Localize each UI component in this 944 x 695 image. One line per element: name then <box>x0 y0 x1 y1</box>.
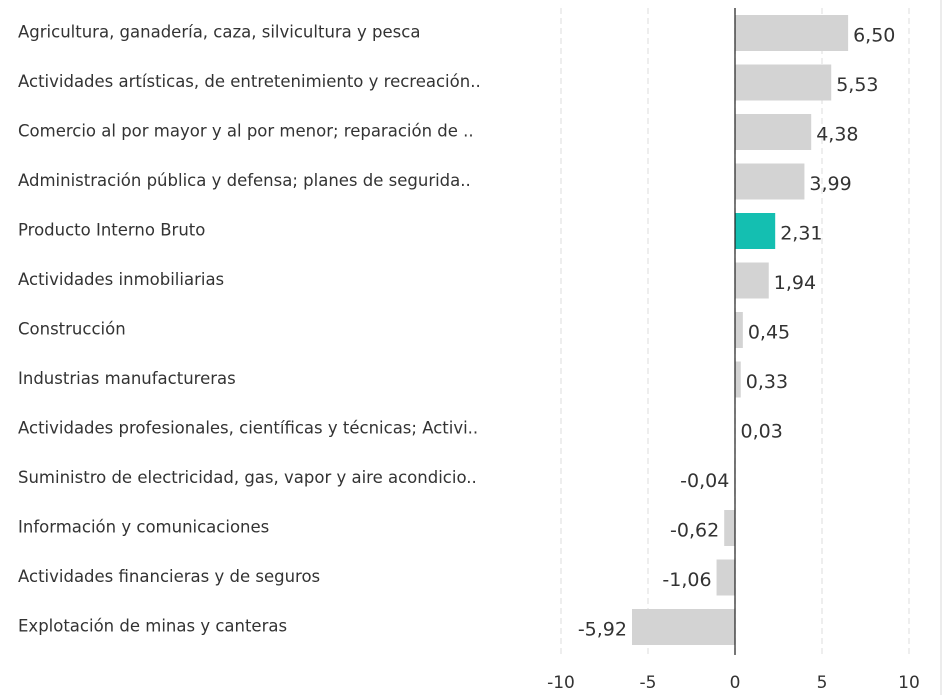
category-label: Suministro de electricidad, gas, vapor y… <box>18 468 477 487</box>
value-label: 0,03 <box>741 421 783 443</box>
x-tick-label: -5 <box>640 673 657 693</box>
bar <box>735 262 769 299</box>
bar <box>724 510 735 546</box>
category-label: Administración pública y defensa; planes… <box>18 171 471 190</box>
value-label: -1,06 <box>662 569 711 591</box>
bar <box>735 163 805 200</box>
bar <box>735 15 849 51</box>
bar <box>735 312 743 348</box>
category-label: Actividades artísticas, de entretenimien… <box>18 72 481 91</box>
bar <box>631 609 735 645</box>
value-label: 5,53 <box>836 74 878 96</box>
category-label: Actividades profesionales, científicas y… <box>18 419 478 438</box>
bar <box>735 114 812 150</box>
value-label: 0,33 <box>746 371 788 393</box>
x-tick-label: 5 <box>817 673 828 693</box>
category-label: Construcción <box>18 320 126 339</box>
value-label: -0,62 <box>670 520 719 542</box>
x-tick-label: 0 <box>730 673 741 693</box>
value-label: 3,99 <box>809 173 851 195</box>
value-label: 4,38 <box>816 124 858 146</box>
category-label: Actividades inmobiliarias <box>18 270 224 289</box>
bar <box>735 64 832 101</box>
value-label: 0,45 <box>748 322 790 344</box>
category-label: Información y comunicaciones <box>18 518 269 537</box>
value-label: 6,50 <box>853 25 895 47</box>
value-label: 1,94 <box>774 272 816 294</box>
category-label: Agricultura, ganadería, caza, silvicultu… <box>18 23 420 42</box>
x-tick-label: -10 <box>547 673 575 693</box>
value-label: -5,92 <box>578 619 627 641</box>
category-label: Producto Interno Bruto <box>18 221 205 240</box>
bar <box>735 361 741 398</box>
value-label: 2,31 <box>780 223 822 245</box>
category-label: Actividades financieras y de seguros <box>18 567 320 586</box>
category-label: Industrias manufactureras <box>18 369 236 388</box>
category-label: Explotación de minas y canteras <box>18 617 287 636</box>
category-label: Comercio al por mayor y al por menor; re… <box>18 122 474 141</box>
value-label: -0,04 <box>680 470 729 492</box>
bar <box>735 213 776 249</box>
bar <box>716 559 735 596</box>
x-tick-label: 10 <box>898 673 920 693</box>
